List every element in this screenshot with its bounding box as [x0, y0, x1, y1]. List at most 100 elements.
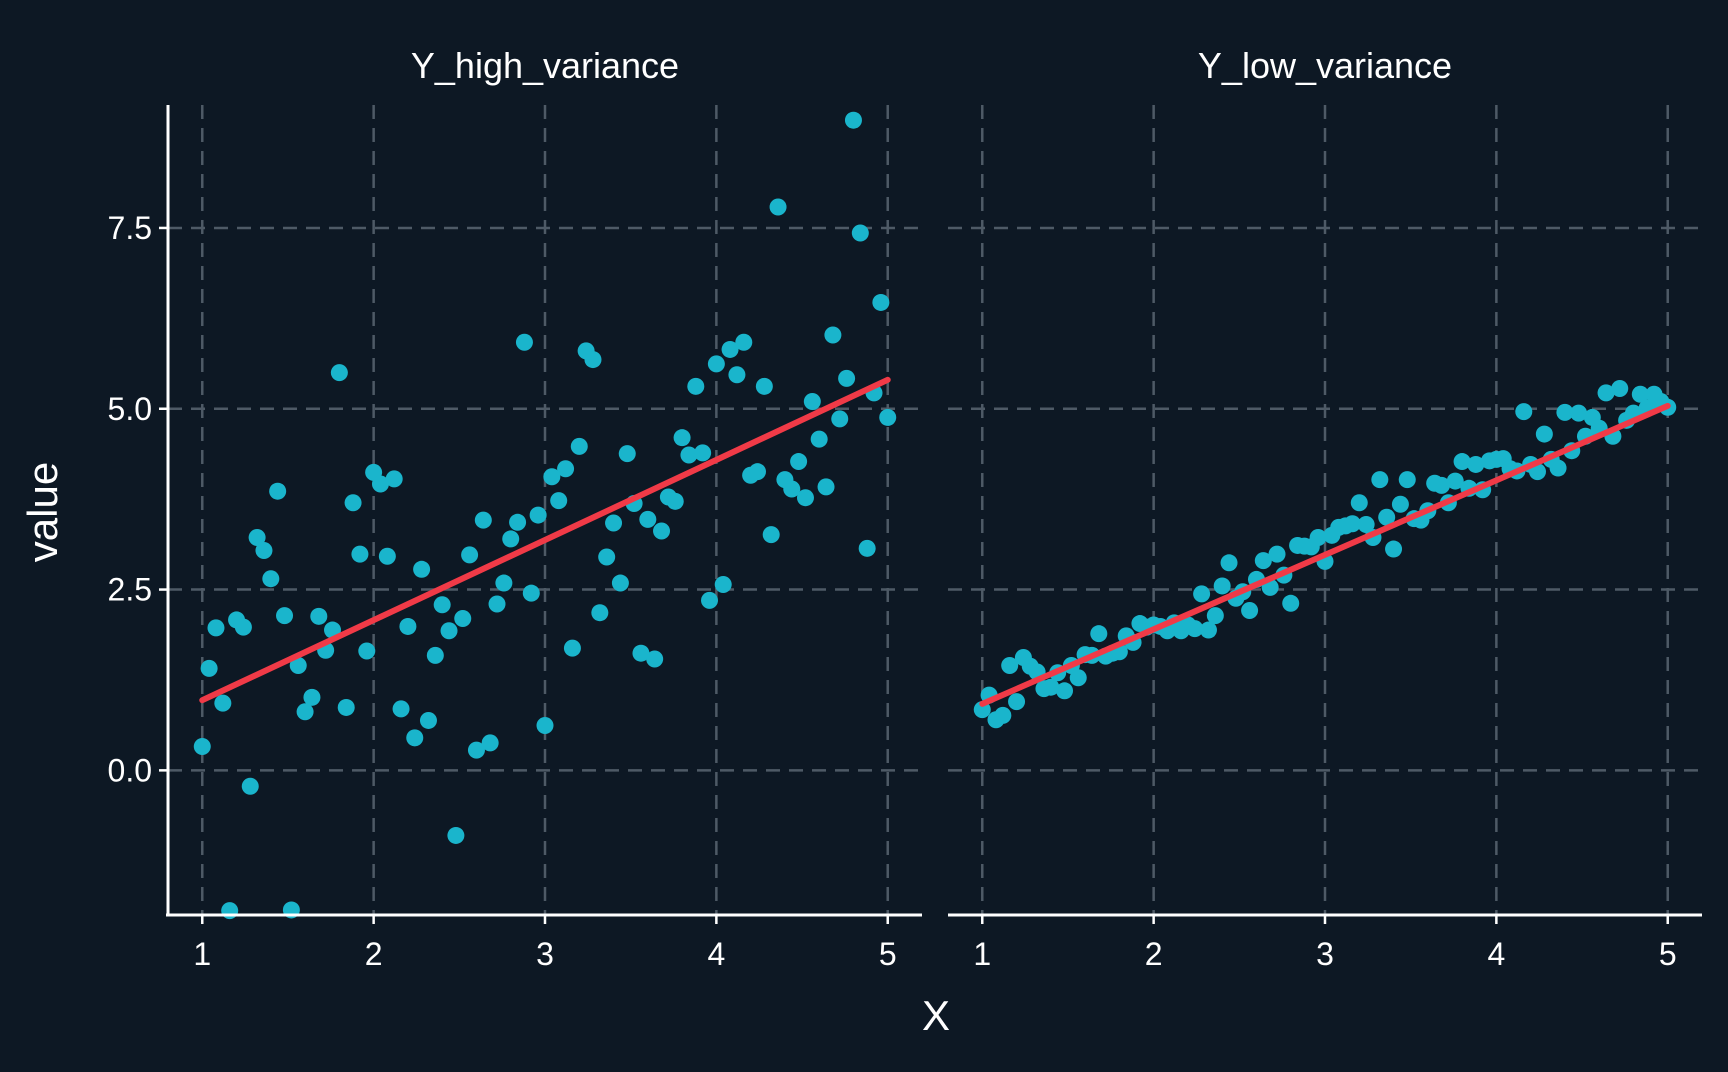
- data-point: [1042, 678, 1060, 696]
- data-point: [337, 698, 355, 716]
- data-point: [440, 622, 458, 640]
- data-point: [1515, 403, 1533, 421]
- data-point: [714, 575, 732, 593]
- data-point: [426, 646, 444, 664]
- data-point: [1069, 669, 1087, 687]
- data-point: [221, 902, 239, 920]
- data-point: [1186, 620, 1204, 638]
- data-point: [1385, 540, 1403, 558]
- data-point: [1357, 515, 1375, 533]
- data-point: [728, 366, 746, 384]
- data-point: [973, 701, 991, 719]
- data-point: [262, 570, 280, 588]
- data-point: [522, 584, 540, 602]
- data-point: [419, 711, 437, 729]
- data-point: [378, 547, 396, 565]
- data-point: [241, 777, 259, 795]
- panel-title: Y_high_variance: [411, 45, 679, 86]
- data-point: [1056, 682, 1074, 700]
- data-point: [303, 688, 321, 706]
- data-point: [495, 574, 513, 592]
- data-point: [488, 595, 506, 613]
- data-point: [653, 522, 671, 540]
- x-axis-title: X: [922, 992, 950, 1039]
- data-point: [467, 741, 485, 759]
- data-point: [639, 510, 657, 528]
- data-point: [1001, 656, 1019, 674]
- data-point: [1631, 385, 1649, 403]
- data-point: [344, 494, 362, 512]
- x-tick-label: 3: [1316, 936, 1334, 972]
- data-point: [255, 542, 273, 559]
- x-tick-label: 1: [973, 936, 991, 972]
- data-point: [543, 468, 561, 486]
- data-point: [1378, 508, 1396, 526]
- data-point: [570, 437, 588, 455]
- data-point: [1371, 471, 1389, 489]
- x-tick-label: 4: [707, 936, 725, 972]
- data-point: [790, 453, 808, 471]
- x-tick-label: 2: [365, 936, 383, 972]
- data-point: [207, 619, 225, 637]
- data-point: [810, 430, 828, 448]
- panel-title: Y_low_variance: [1198, 45, 1452, 86]
- data-point: [1254, 552, 1272, 570]
- y-tick-label: 2.5: [108, 572, 152, 608]
- data-point: [598, 548, 616, 566]
- data-point: [447, 826, 465, 844]
- data-point: [994, 706, 1012, 724]
- data-point: [536, 717, 554, 735]
- data-point: [1350, 494, 1368, 512]
- data-point: [1446, 472, 1464, 490]
- data-point: [1453, 453, 1471, 471]
- data-point: [1570, 404, 1588, 422]
- data-point: [1343, 515, 1361, 533]
- data-point: [762, 526, 780, 544]
- data-point: [735, 333, 753, 351]
- data-point: [591, 604, 609, 622]
- y-tick-label: 5.0: [108, 391, 152, 427]
- x-tick-label: 4: [1487, 936, 1505, 972]
- data-point: [461, 546, 479, 564]
- data-point: [858, 539, 876, 557]
- data-point: [1535, 425, 1553, 443]
- data-point: [872, 293, 890, 311]
- data-point: [481, 734, 499, 752]
- data-point: [563, 639, 581, 657]
- data-point: [1611, 380, 1629, 397]
- data-point: [701, 591, 719, 609]
- x-tick-label: 1: [193, 936, 211, 972]
- data-point: [399, 617, 417, 635]
- data-point: [1433, 476, 1451, 494]
- data-point: [673, 429, 691, 447]
- data-point: [769, 198, 787, 216]
- data-point: [783, 480, 801, 498]
- data-point: [851, 224, 869, 242]
- data-point: [755, 377, 773, 395]
- data-point: [289, 656, 307, 674]
- data-point: [1008, 693, 1026, 711]
- data-point: [1556, 403, 1574, 421]
- data-point: [214, 694, 232, 712]
- data-point: [838, 369, 856, 387]
- chart-panels: Y_high_variance 1 2 3 4 5 Y_low_variance 1 2 3 4 5: [166, 45, 1702, 972]
- data-point: [817, 478, 835, 496]
- data-point: [385, 470, 403, 488]
- data-point: [406, 729, 424, 747]
- data-point: [1241, 602, 1259, 620]
- data-point: [1199, 621, 1217, 639]
- x-tick-label: 3: [536, 936, 554, 972]
- data-point: [1220, 554, 1238, 572]
- data-point: [1597, 384, 1615, 402]
- data-point: [824, 326, 842, 344]
- data-point: [721, 340, 739, 358]
- data-point: [1213, 577, 1231, 595]
- data-point: [550, 492, 568, 510]
- data-point: [358, 642, 376, 660]
- data-point: [748, 463, 766, 481]
- data-point: [296, 703, 314, 721]
- x-tick-label: 2: [1145, 936, 1163, 972]
